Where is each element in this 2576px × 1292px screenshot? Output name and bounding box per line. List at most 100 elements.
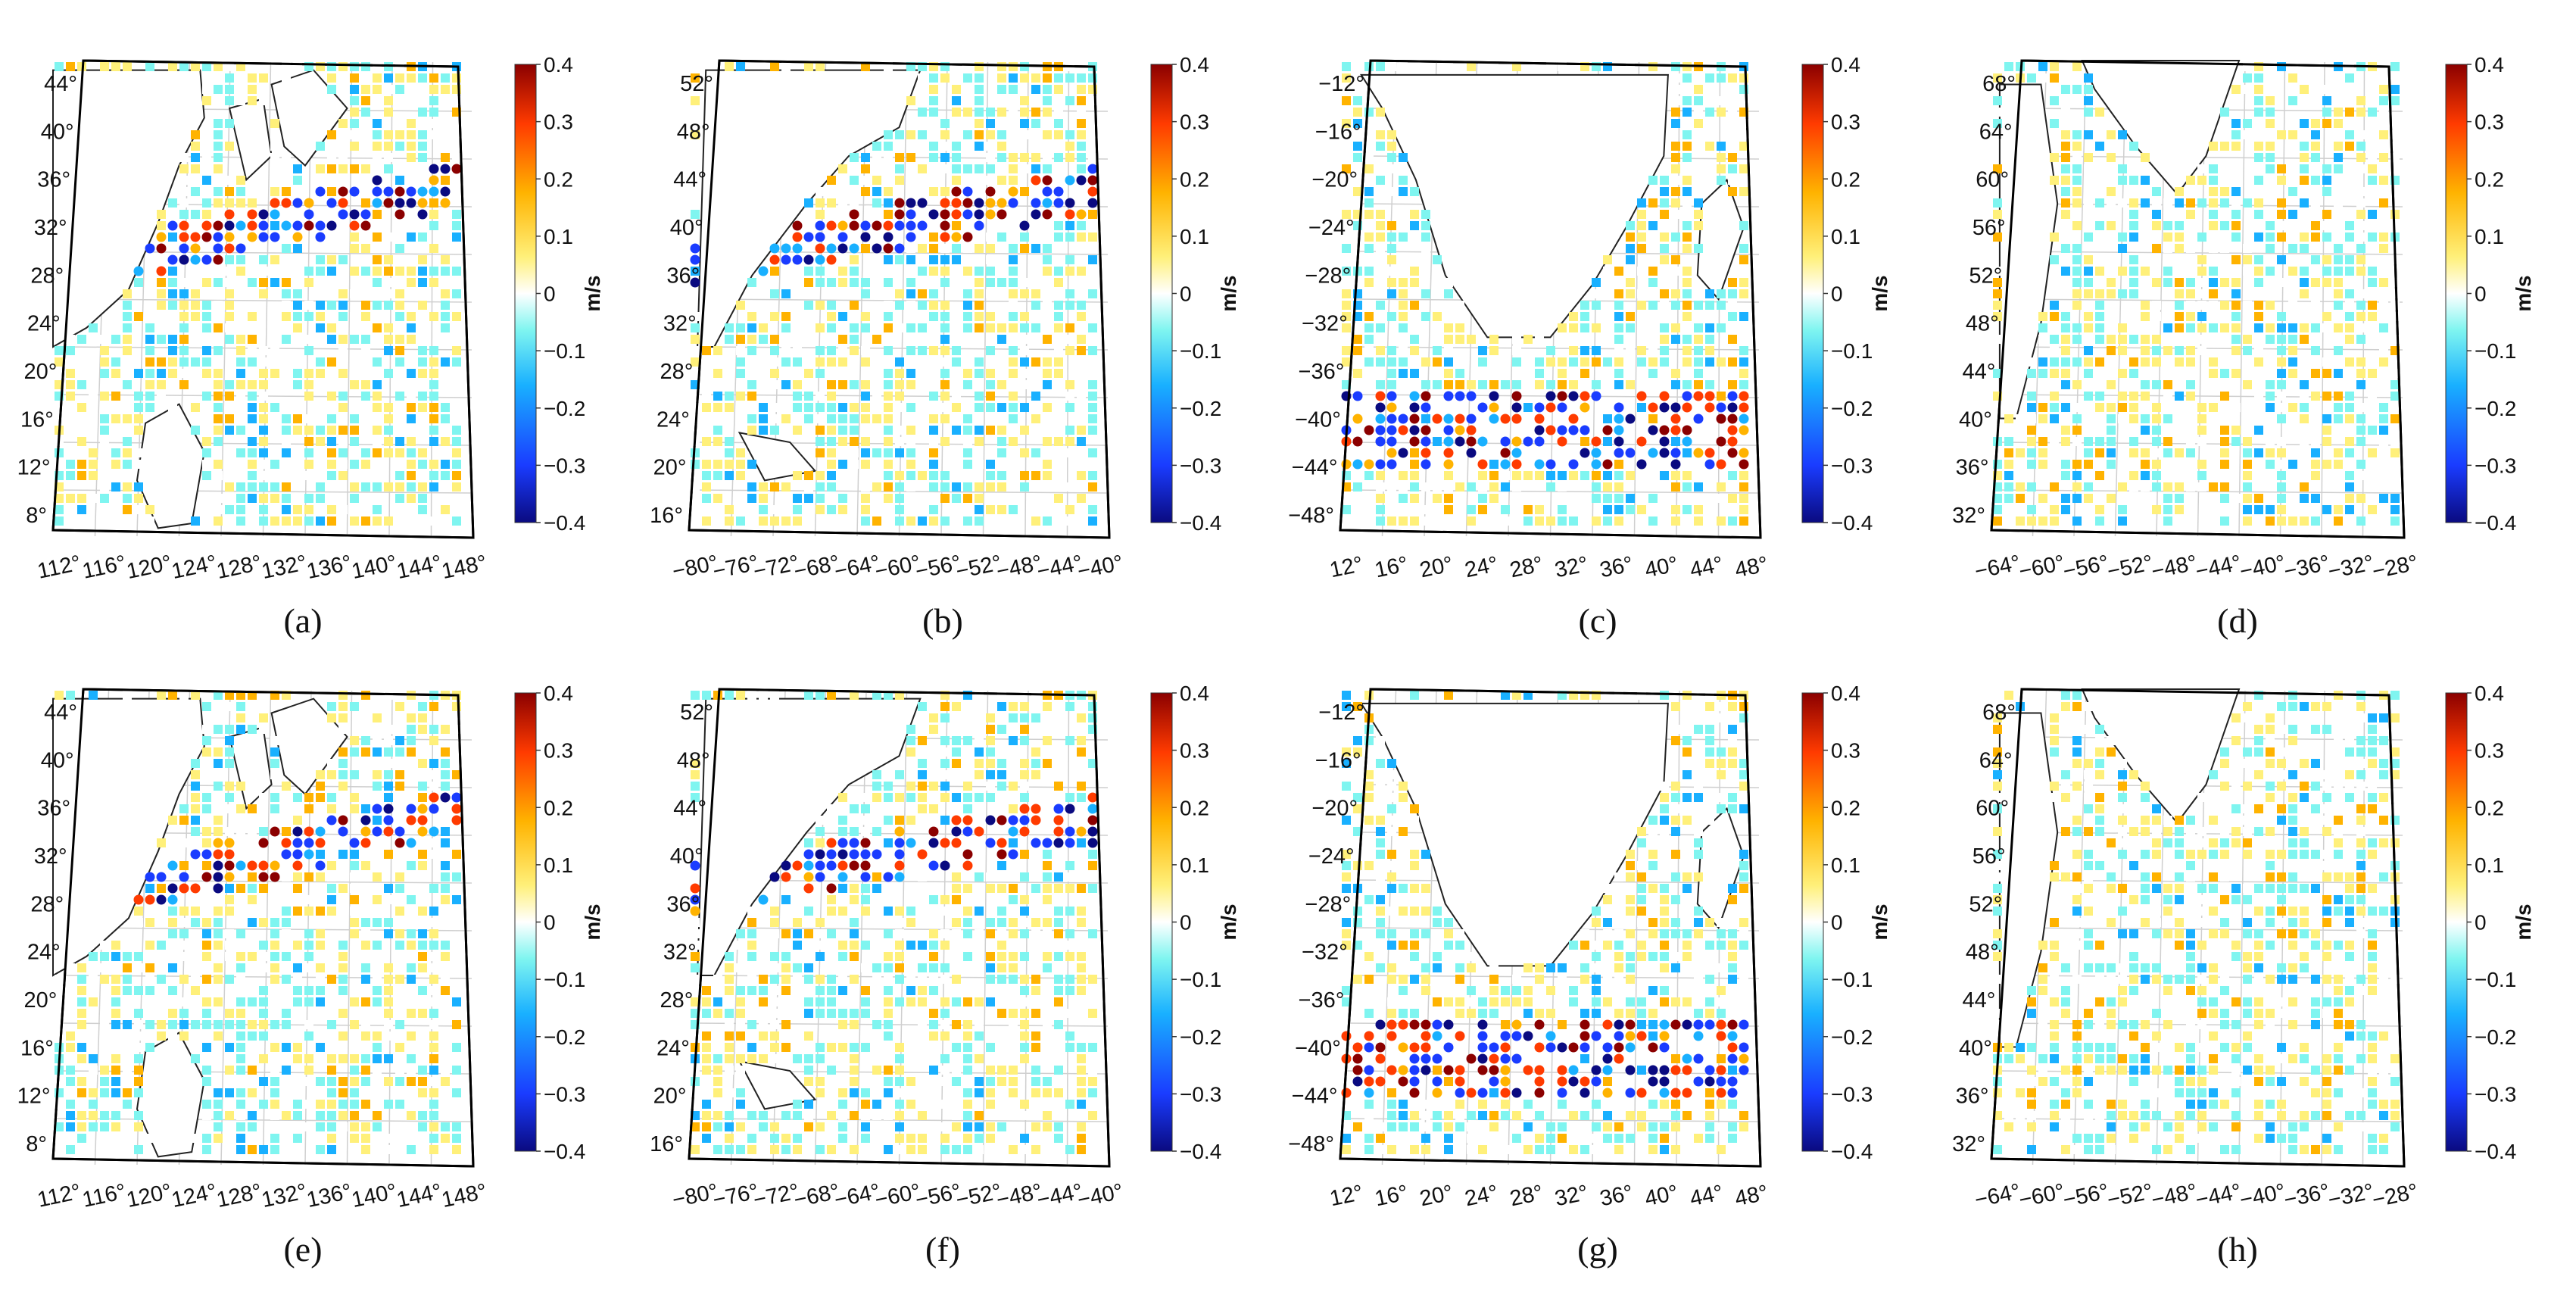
- cell-marker: [918, 759, 927, 768]
- cell-marker: [975, 392, 984, 401]
- cell-marker: [1523, 436, 1533, 447]
- cell-marker: [1387, 221, 1396, 230]
- cell-marker: [884, 838, 893, 847]
- cell-marker: [884, 437, 893, 446]
- cell-marker: [2107, 278, 2116, 287]
- cell-marker: [2334, 164, 2343, 173]
- cell-marker: [736, 471, 745, 480]
- longitude-tick-label: 124°: [170, 1179, 219, 1212]
- cell-marker: [168, 312, 177, 321]
- cell-marker: [1433, 380, 1442, 389]
- cell-marker: [929, 96, 938, 105]
- cell-marker: [350, 1043, 359, 1052]
- panel-label: (e): [283, 1230, 322, 1269]
- cell-marker: [2368, 369, 2377, 378]
- cell-marker: [861, 482, 870, 492]
- cell-marker: [793, 471, 802, 480]
- cell-marker: [2231, 187, 2241, 196]
- cell-marker: [2163, 448, 2172, 457]
- cell-marker: [1511, 391, 1522, 401]
- cell-marker: [1043, 255, 1052, 264]
- cell-marker: [338, 1088, 348, 1097]
- cell-marker: [452, 426, 461, 435]
- cell-marker: [975, 804, 984, 813]
- cell-marker: [2107, 460, 2116, 469]
- cell-marker: [350, 244, 359, 253]
- cell-marker: [2118, 244, 2127, 253]
- cell-marker: [1727, 436, 1738, 447]
- cell-marker: [1065, 482, 1074, 492]
- cell-marker: [1043, 403, 1052, 412]
- cell-marker: [1705, 380, 1714, 389]
- cell-marker: [2356, 414, 2365, 423]
- cell-marker: [2129, 198, 2138, 208]
- cell-marker: [2300, 437, 2309, 446]
- cell-marker: [1043, 380, 1052, 389]
- cell-marker: [429, 312, 438, 321]
- cell-marker: [395, 301, 404, 310]
- cell-marker: [1054, 357, 1063, 367]
- cell-marker: [952, 85, 961, 94]
- cell-marker: [827, 895, 836, 904]
- cell-marker: [316, 997, 325, 1006]
- cell-marker: [123, 323, 132, 332]
- cell-marker: [373, 1043, 382, 1052]
- cell-marker: [225, 997, 234, 1006]
- cell-marker: [282, 494, 291, 503]
- cell-marker: [929, 301, 938, 310]
- cell-marker: [816, 448, 825, 457]
- cell-marker: [157, 380, 166, 389]
- cell-marker: [2345, 494, 2354, 503]
- cell-marker: [304, 826, 314, 837]
- cell-marker: [2277, 221, 2286, 230]
- cell-marker: [2084, 210, 2093, 219]
- cell-marker: [1433, 482, 1442, 492]
- cell-marker: [894, 220, 905, 231]
- cell-marker: [202, 62, 211, 71]
- cell-marker: [2243, 369, 2252, 378]
- cell-marker: [1077, 770, 1086, 779]
- cell-marker: [373, 380, 382, 389]
- cell-marker: [1020, 482, 1029, 492]
- cell-marker: [89, 986, 98, 995]
- cell-marker: [1545, 402, 1556, 413]
- cell-marker: [838, 346, 847, 355]
- cell-marker: [850, 380, 859, 389]
- cell-marker: [327, 1077, 336, 1086]
- cell-marker: [2334, 255, 2343, 264]
- cell-marker: [792, 243, 803, 254]
- cell-marker: [315, 232, 326, 242]
- cell-marker: [168, 198, 177, 208]
- cell-marker: [1364, 471, 1374, 480]
- cell-marker: [1648, 414, 1658, 423]
- cell-marker: [1031, 244, 1040, 253]
- cell-marker: [247, 220, 257, 231]
- cell-marker: [1671, 505, 1680, 514]
- cell-marker: [2345, 73, 2354, 83]
- cell-marker: [145, 997, 154, 1006]
- cell-marker: [407, 153, 416, 162]
- cell-marker: [384, 323, 393, 332]
- cell-marker: [202, 1043, 211, 1052]
- cell-marker: [1353, 108, 1362, 117]
- cell-marker: [1399, 187, 1408, 196]
- cell-marker: [770, 691, 779, 700]
- cell-marker: [2322, 494, 2331, 503]
- cell-marker: [1031, 1031, 1040, 1041]
- cell-marker: [326, 220, 337, 231]
- cell-marker: [236, 884, 245, 893]
- cell-marker: [1077, 119, 1086, 128]
- cell-marker: [407, 1054, 416, 1063]
- longitude-tick-label: −40°: [2238, 551, 2288, 584]
- cell-marker: [713, 369, 722, 378]
- cell-marker: [940, 838, 950, 848]
- cell-marker: [1077, 221, 1086, 230]
- cell-marker: [2038, 426, 2047, 435]
- cell-marker: [167, 883, 178, 894]
- cell-marker: [815, 849, 825, 860]
- cell-marker: [929, 278, 938, 287]
- cell-marker: [861, 448, 870, 457]
- cell-marker: [2254, 460, 2263, 469]
- cell-marker: [2231, 130, 2241, 139]
- cell-marker: [338, 471, 348, 480]
